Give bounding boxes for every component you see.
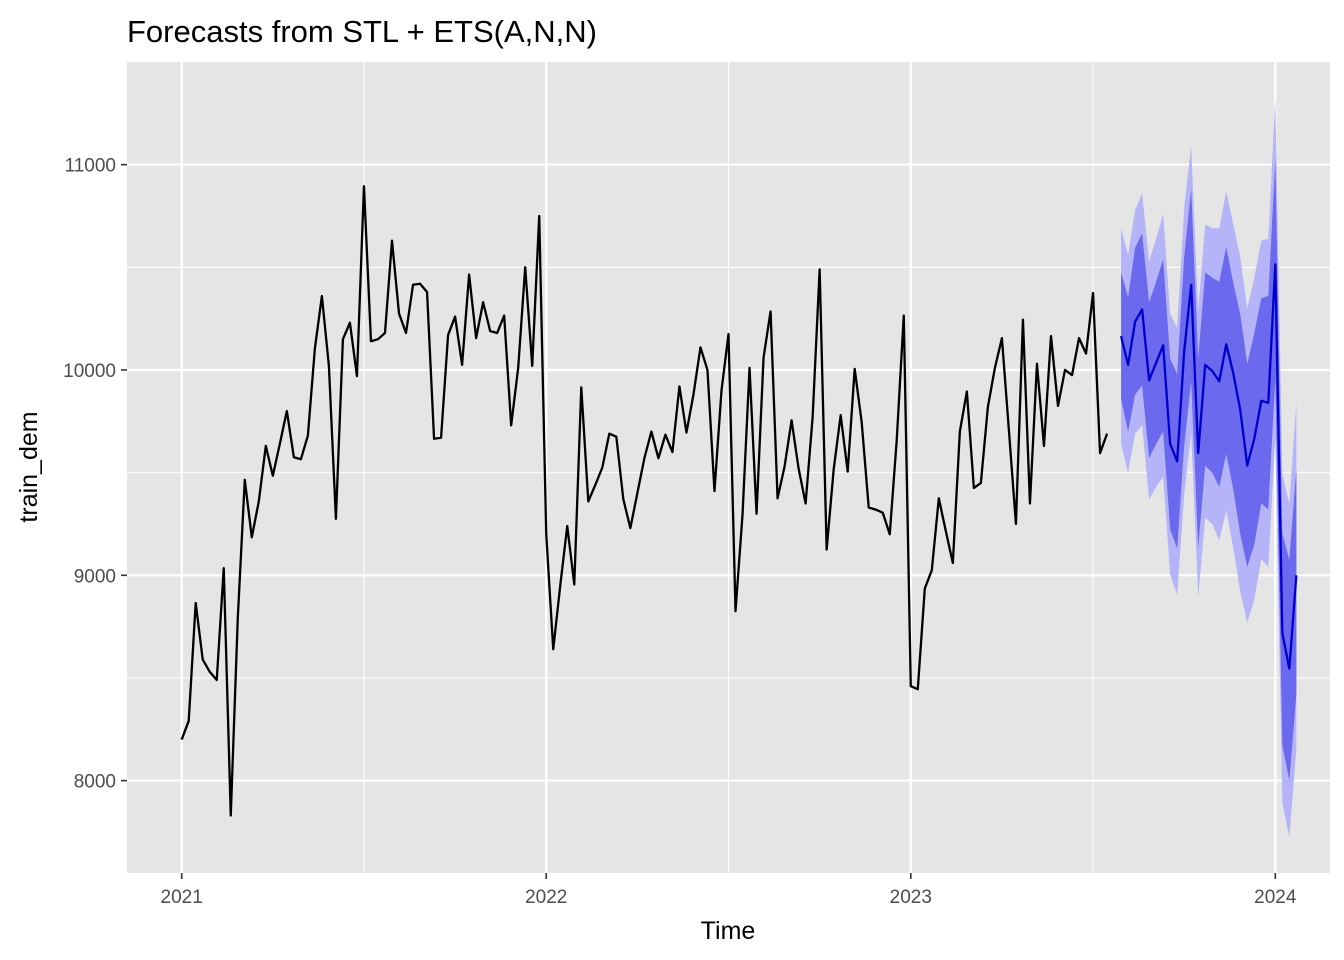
forecast-mean-line [1119,263,1298,670]
line-layer [180,185,1298,817]
band-80-layer [1121,159,1297,781]
y-tick-label: 8000 [74,772,116,793]
y-axis-title: train_dem [15,411,43,522]
x-tick-label: 2021 [161,887,203,908]
forecast-80-interval [1121,159,1297,781]
grid-layer [127,62,1330,873]
chart-title: Forecasts from STL + ETS(A,N,N) [127,14,597,49]
axis-layer: 2021 2022 2023 2024 8000 9000 10000 11000 [63,156,1297,908]
y-tick-label: 11000 [65,156,116,177]
history-line [180,185,1109,817]
x-tick-label: 2024 [1254,887,1297,908]
x-tick-label: 2022 [525,887,567,908]
x-axis-title: Time [701,917,756,945]
y-tick-label: 9000 [74,566,116,587]
x-tick-label: 2023 [890,887,932,908]
y-tick-label: 10000 [63,361,116,382]
